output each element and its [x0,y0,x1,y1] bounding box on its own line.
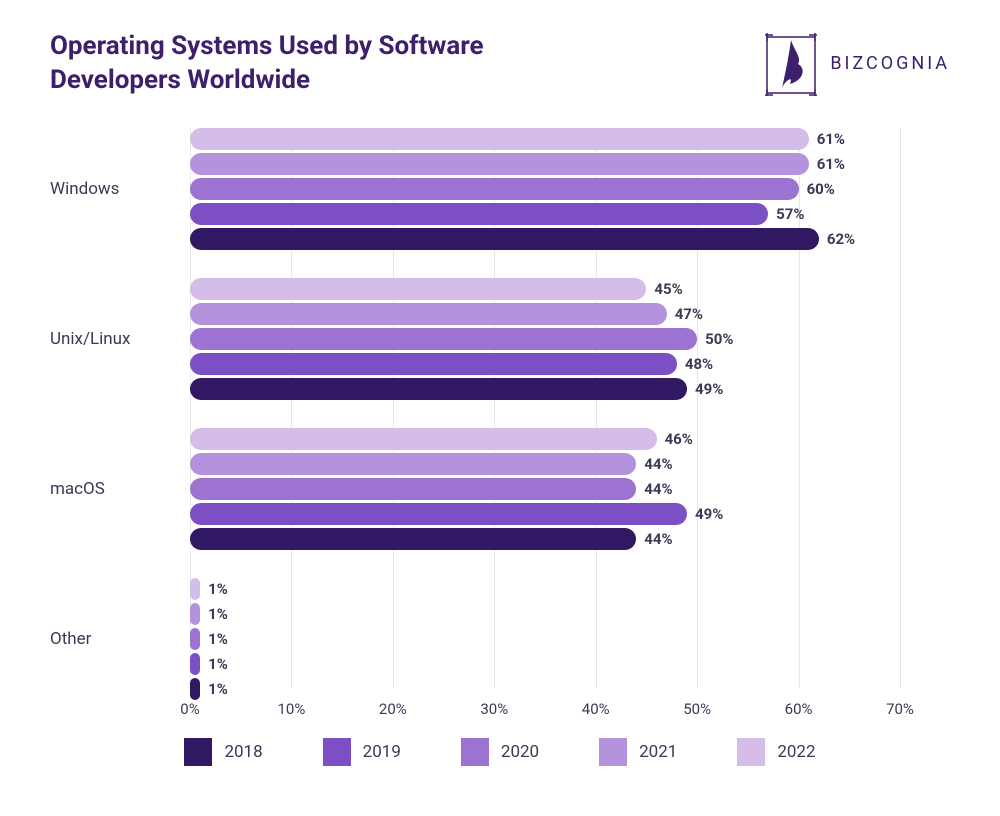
bar-row: 46% [190,428,900,450]
legend-swatch [461,738,489,766]
bar-row: 57% [190,203,900,225]
logo-text: BIZCOGNIA [830,53,950,74]
legend-swatch [323,738,351,766]
legend: 2018 2019 2020 2021 2022 [50,738,950,766]
legend-item: 2021 [599,738,677,766]
x-axis-tick-label: 30% [480,700,508,718]
bar-value-label: 57% [776,205,804,223]
bar-row: 1% [190,628,900,650]
bar-value-label: 62% [827,230,855,248]
bar-row: 1% [190,653,900,675]
legend-item: 2022 [737,738,815,766]
bar-row: 61% [190,128,900,150]
legend-label: 2022 [777,742,815,762]
x-axis-tick-label: 0% [180,700,199,718]
bar [190,628,200,650]
bar-value-label: 61% [817,130,845,148]
bar-value-label: 49% [695,505,723,523]
bar-value-label: 48% [685,355,713,373]
bar [190,153,809,175]
bar [190,203,768,225]
bar [190,303,667,325]
bar [190,603,200,625]
bar-row: 60% [190,178,900,200]
legend-item: 2019 [323,738,401,766]
bar [190,653,200,675]
legend-label: 2020 [501,742,539,762]
bar [190,453,636,475]
bar-row: 44% [190,478,900,500]
bar-value-label: 44% [644,455,672,473]
bar-row: 1% [190,603,900,625]
bar [190,353,677,375]
bar-value-label: 1% [208,655,228,673]
bar-value-label: 50% [705,330,733,348]
bar-value-label: 49% [695,380,723,398]
bar-row: 50% [190,328,900,350]
bar [190,503,687,525]
legend-swatch [737,738,765,766]
bar-row: 1% [190,678,900,700]
bar [190,278,646,300]
x-axis-tick-label: 60% [785,700,813,718]
legend-label: 2021 [639,742,677,762]
legend-label: 2019 [363,742,401,762]
bar-row: 62% [190,228,900,250]
bar [190,328,697,350]
bar-row: 48% [190,353,900,375]
bar-row: 44% [190,528,900,550]
bar [190,578,200,600]
legend-item: 2020 [461,738,539,766]
bar [190,228,819,250]
bar-value-label: 44% [644,530,672,548]
bar [190,478,636,500]
bar-row: 49% [190,378,900,400]
category-label: Windows [50,179,180,199]
page-title: Operating Systems Used by Software Devel… [50,30,590,98]
legend-swatch [184,738,212,766]
x-axis-tick-label: 40% [582,700,610,718]
bar-row: 47% [190,303,900,325]
bar-value-label: 1% [208,605,228,623]
header: Operating Systems Used by Software Devel… [50,30,950,98]
bar-value-label: 47% [675,305,703,323]
x-axis-tick-label: 10% [277,700,305,718]
bar [190,528,636,550]
x-axis-tick-label: 50% [683,700,711,718]
category-group: Unix/Linux45%47%50%48%49% [190,278,900,400]
bar-value-label: 1% [208,630,228,648]
category-group: Other1%1%1%1%1% [190,578,900,700]
bar-value-label: 45% [654,280,682,298]
bar-value-label: 61% [817,155,845,173]
category-group: macOS46%44%44%49%44% [190,428,900,550]
bar-chart: 0%10%20%30%40%50%60%70%Windows61%61%60%5… [190,128,900,718]
bar-value-label: 46% [665,430,693,448]
legend-swatch [599,738,627,766]
bar [190,378,687,400]
bar [190,178,799,200]
bar-row: 1% [190,578,900,600]
logo-icon [764,30,818,96]
bar-row: 61% [190,153,900,175]
x-axis-tick-label: 70% [886,700,914,718]
bar [190,678,200,700]
bar-row: 45% [190,278,900,300]
bar-value-label: 44% [644,480,672,498]
bar [190,128,809,150]
bar [190,428,657,450]
legend-item: 2018 [184,738,262,766]
bar-value-label: 1% [208,580,228,598]
x-axis-tick-label: 20% [379,700,407,718]
grid-line [900,128,901,688]
category-label: macOS [50,479,180,499]
logo: BIZCOGNIA [764,30,950,96]
bar-value-label: 60% [807,180,835,198]
category-group: Windows61%61%60%57%62% [190,128,900,250]
bar-row: 49% [190,503,900,525]
category-label: Other [50,629,180,649]
bar-row: 44% [190,453,900,475]
legend-label: 2018 [224,742,262,762]
bar-value-label: 1% [208,680,228,698]
category-label: Unix/Linux [50,329,180,349]
